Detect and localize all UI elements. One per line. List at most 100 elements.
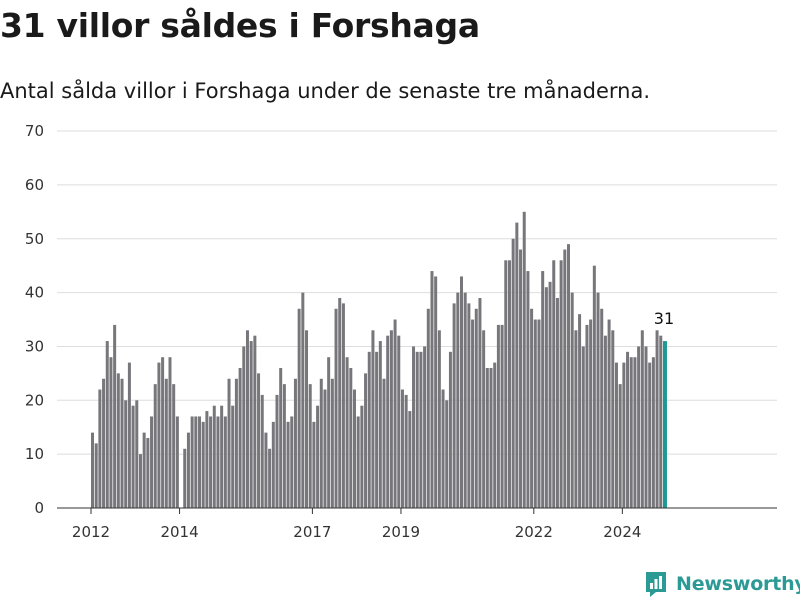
bar <box>150 416 154 508</box>
bar <box>105 341 109 508</box>
newsworthy-logo-icon <box>646 572 666 597</box>
bar <box>216 416 220 508</box>
bar <box>209 416 213 508</box>
bar <box>341 303 345 508</box>
bar <box>268 448 272 508</box>
bar <box>153 384 157 508</box>
bar <box>548 281 552 508</box>
bar <box>212 405 216 508</box>
bar <box>386 335 390 508</box>
y-tick-label: 50 <box>25 230 44 248</box>
bars <box>91 211 667 508</box>
bar <box>327 357 331 508</box>
bar <box>142 432 146 508</box>
bar <box>378 341 382 508</box>
bar <box>319 378 323 508</box>
bar <box>367 351 371 508</box>
bar <box>316 405 320 508</box>
bar <box>352 389 356 508</box>
bar <box>330 378 334 508</box>
bar <box>614 362 618 508</box>
bar <box>397 335 401 508</box>
bar <box>437 330 441 508</box>
bar-latest <box>662 341 667 508</box>
y-axis-ticks: 0 10 20 30 40 50 60 70 <box>25 122 44 517</box>
bar <box>124 400 128 508</box>
bar <box>164 378 168 508</box>
bar <box>533 319 537 508</box>
x-tick-label: 2014 <box>160 523 198 541</box>
x-tick-label: 2022 <box>515 523 553 541</box>
brand-name: Newsworthy <box>676 573 800 595</box>
bar <box>194 416 198 508</box>
y-tick-label: 20 <box>25 391 44 409</box>
bar <box>493 362 497 508</box>
bar <box>644 346 648 508</box>
bar <box>640 330 644 508</box>
bar <box>183 448 187 508</box>
bar <box>301 292 305 508</box>
bar <box>618 384 622 508</box>
bar <box>500 324 504 508</box>
bar <box>198 416 202 508</box>
bar <box>127 362 131 508</box>
bar <box>485 367 489 508</box>
bar <box>201 421 205 508</box>
bar <box>537 319 541 508</box>
y-tick-label: 40 <box>25 284 44 302</box>
bar <box>116 373 120 508</box>
bar <box>478 297 482 508</box>
bar <box>282 384 286 508</box>
bar <box>264 432 268 508</box>
bar <box>448 351 452 508</box>
bar <box>452 303 456 508</box>
bar <box>172 384 176 508</box>
bar <box>98 389 102 508</box>
bar <box>245 330 249 508</box>
bar <box>419 351 423 508</box>
bar <box>260 394 264 508</box>
data-labels: 31 <box>654 309 674 328</box>
x-axis-ticks: 2012 2014 2017 2019 2022 2024 <box>72 523 642 541</box>
bar <box>626 351 630 508</box>
bar <box>611 330 615 508</box>
bar <box>249 341 253 508</box>
bar <box>205 411 209 508</box>
bar <box>456 292 460 508</box>
bar <box>578 314 582 508</box>
bar <box>91 432 94 508</box>
bar <box>312 421 316 508</box>
x-tick-label: 2017 <box>293 523 331 541</box>
bar <box>522 211 526 508</box>
bar <box>290 416 294 508</box>
bar <box>600 308 604 508</box>
bar <box>138 454 142 508</box>
bar <box>297 308 301 508</box>
bar <box>113 324 117 508</box>
bar <box>552 260 556 508</box>
bar <box>651 357 655 508</box>
bar <box>526 271 530 508</box>
bar <box>275 394 279 508</box>
bar <box>393 319 397 508</box>
bar <box>570 292 574 508</box>
bar <box>305 330 309 508</box>
chart-title: 31 villor såldes i Forshaga <box>0 6 480 45</box>
bar <box>271 421 275 508</box>
bar <box>220 405 224 508</box>
bar <box>434 276 438 508</box>
gridlines <box>57 130 777 455</box>
y-tick-label: 10 <box>25 445 44 463</box>
bar <box>349 367 353 508</box>
bar <box>567 244 571 508</box>
bar <box>257 373 261 508</box>
y-tick-label: 0 <box>34 499 44 517</box>
bar <box>109 357 113 508</box>
x-tick-label: 2019 <box>382 523 420 541</box>
bar <box>581 346 585 508</box>
bar <box>286 421 290 508</box>
bar <box>596 292 600 508</box>
bar <box>94 443 98 508</box>
bar <box>253 335 257 508</box>
bar <box>585 324 589 508</box>
